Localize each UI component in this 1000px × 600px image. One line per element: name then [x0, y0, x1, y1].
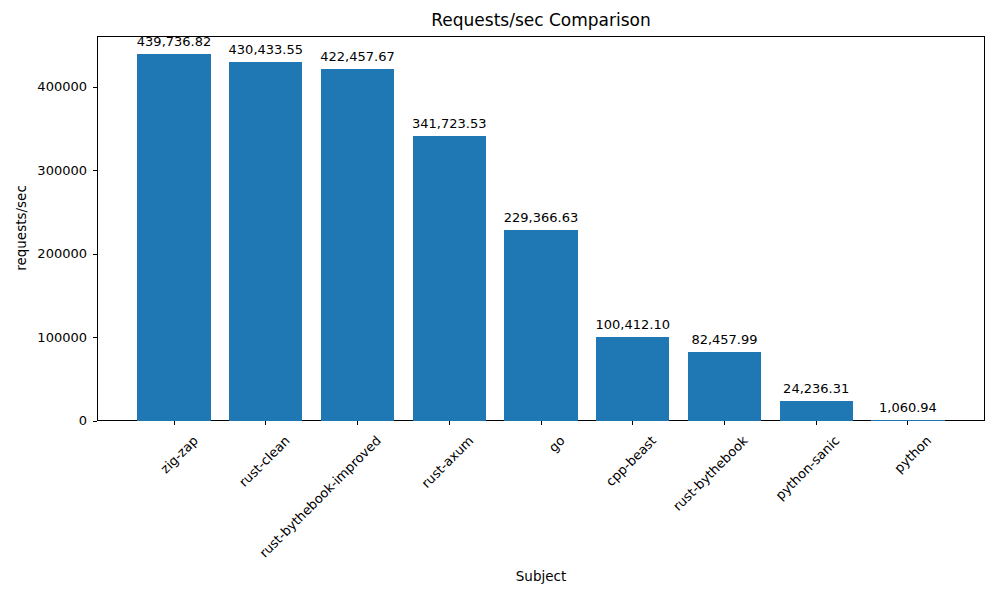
x-tick-mark: [357, 421, 358, 425]
x-axis-label: Subject: [97, 568, 985, 584]
y-tick-mark: [93, 421, 97, 422]
x-tick-label-text: python: [892, 433, 935, 476]
x-tick-label-text: rust-bythebook: [670, 433, 751, 514]
bar-value-label: 100,412.10: [553, 317, 713, 332]
x-tick-mark: [724, 421, 725, 425]
y-tick-label: 300000: [7, 163, 87, 179]
y-tick-label: 100000: [7, 330, 87, 346]
bar: [137, 54, 210, 421]
figure: Requests/sec Comparison requests/sec Sub…: [0, 0, 1000, 600]
x-tick-label-text: go: [546, 433, 568, 455]
y-tick-label: 0: [7, 413, 87, 429]
x-tick-label-text: rust-axum: [418, 433, 476, 491]
bar: [596, 337, 669, 421]
x-tick-mark: [174, 421, 175, 425]
x-tick-label-text: zig-zap: [157, 433, 200, 476]
bar-value-label: 82,457.99: [644, 332, 804, 347]
bar: [229, 62, 302, 421]
y-tick-mark: [93, 254, 97, 255]
x-tick-mark: [816, 421, 817, 425]
x-tick-label-text: python-sanic: [773, 433, 843, 503]
x-tick-label-text: cpp-beast: [603, 433, 659, 489]
bar-value-label: 229,366.63: [461, 210, 621, 225]
y-tick-mark: [93, 87, 97, 88]
x-tick-mark: [541, 421, 542, 425]
x-tick-label-text: rust-clean: [236, 433, 293, 490]
x-tick-mark: [265, 421, 266, 425]
x-tick-mark: [449, 421, 450, 425]
y-tick-label: 200000: [7, 246, 87, 262]
bar-value-label: 1,060.94: [828, 400, 988, 415]
bar-value-label: 422,457.67: [278, 49, 438, 64]
bar: [413, 136, 486, 421]
y-tick-mark: [93, 170, 97, 171]
y-tick-label: 400000: [7, 79, 87, 95]
y-tick-mark: [93, 337, 97, 338]
bar-value-label: 24,236.31: [736, 381, 896, 396]
chart-title: Requests/sec Comparison: [97, 10, 985, 30]
x-tick-mark: [632, 421, 633, 425]
x-tick-mark: [907, 421, 908, 425]
bar-value-label: 341,723.53: [369, 116, 529, 131]
